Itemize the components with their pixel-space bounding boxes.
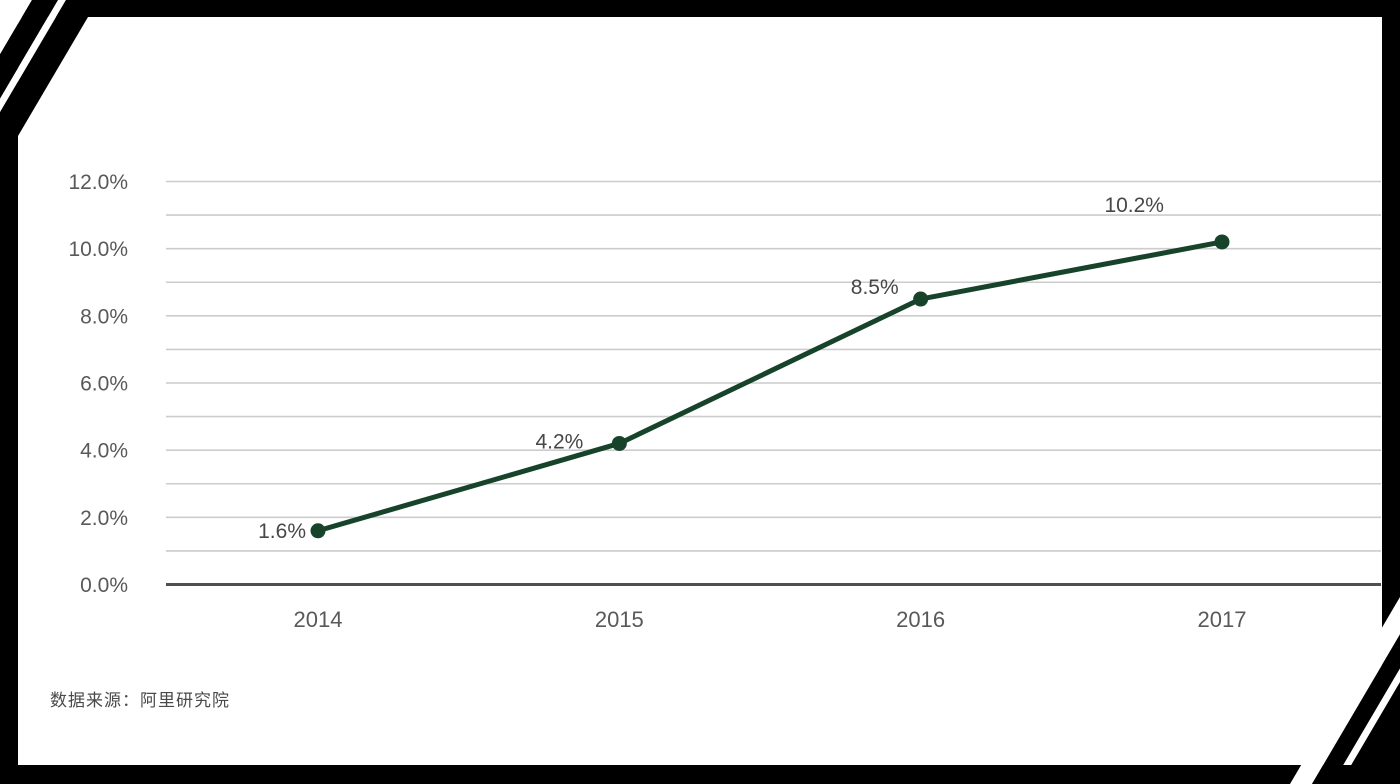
- data-point-marker: [1214, 234, 1230, 250]
- frame-bar-top: [0, 0, 1400, 17]
- y-tick-label: 0.0%: [80, 574, 128, 597]
- x-tick-label: 2016: [896, 607, 945, 632]
- frame-bar-bottom: [0, 765, 1400, 784]
- y-tick-label: 8.0%: [80, 305, 128, 328]
- corner-band-black: [1312, 634, 1400, 784]
- corner-chamfer-black: [0, 0, 98, 167]
- x-tick-label: 2014: [294, 607, 343, 632]
- y-tick-label: 4.0%: [80, 440, 128, 463]
- corner-decoration-bottom-right: [1290, 597, 1400, 784]
- data-point-label: 4.2%: [535, 430, 583, 453]
- data-point-marker: [310, 523, 326, 539]
- data-point-marker: [611, 435, 627, 451]
- x-tick-label: 2015: [595, 607, 644, 632]
- series-line: [317, 239, 1223, 534]
- corner-decoration-top-left: [0, 0, 98, 167]
- source-note: 数据来源：阿里研究院: [50, 691, 230, 710]
- data-point-label: 10.2%: [1104, 194, 1164, 217]
- y-tick-label: 6.0%: [80, 373, 128, 396]
- data-point-label: 1.6%: [258, 520, 306, 543]
- data-point-marker: [913, 291, 929, 307]
- corner-wedge-white: [1290, 597, 1400, 784]
- x-tick-label: 2017: [1198, 607, 1247, 632]
- data-point-label: 8.5%: [851, 276, 899, 299]
- y-tick-label: 2.0%: [80, 507, 128, 530]
- y-tick-label: 10.0%: [68, 238, 128, 261]
- y-tick-label: 12.0%: [68, 171, 128, 194]
- frame-bar-left: [0, 0, 18, 784]
- frame-bar-right: [1382, 0, 1400, 784]
- corner-slash-white: [1343, 668, 1400, 765]
